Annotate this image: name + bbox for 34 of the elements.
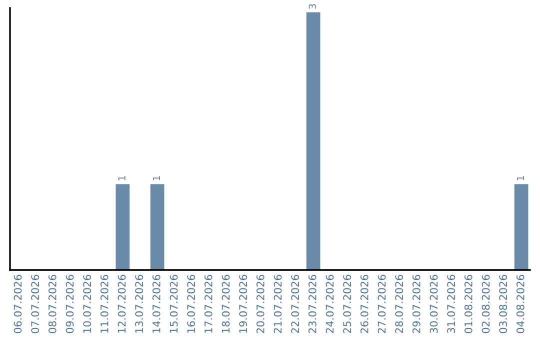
x-tick-label: 12.07.2026 xyxy=(118,274,126,333)
x-tick-label: 14.07.2026 xyxy=(152,274,160,333)
x-tick-label: 10.07.2026 xyxy=(83,274,92,333)
x-tick-label: 30.07.2026 xyxy=(430,274,438,334)
x-tick-label: 15.07.2026 xyxy=(170,274,178,333)
x-tick-label: 25.07.2026 xyxy=(343,274,352,334)
x-tick-label: 28.07.2026 xyxy=(395,274,404,334)
data-label: 3 xyxy=(308,4,316,9)
x-tick-label: 09.07.2026 xyxy=(66,274,74,334)
x-tick-label: 02.08.2026 xyxy=(482,274,490,334)
x-tick-label: 20.07.2026 xyxy=(256,274,264,334)
x-tick-label: 24.07.2026 xyxy=(326,274,334,334)
x-tick-label: 17.07.2026 xyxy=(204,274,212,333)
x-tick-label: 03.08.2026 xyxy=(499,274,508,334)
x-tick-label: 04.08.2026 xyxy=(516,274,524,334)
data-label: 1 xyxy=(152,176,160,180)
x-tick-label: 29.07.2026 xyxy=(412,274,420,334)
x-tick-label: 19.07.2026 xyxy=(239,274,248,333)
data-label: 1 xyxy=(516,176,524,180)
x-tick-label: 06.07.2026 xyxy=(14,274,22,334)
x-tick-label: 01.08.2026 xyxy=(464,274,472,334)
x-tick-label: 07.07.2026 xyxy=(31,274,40,334)
x-tick-label: 08.07.2026 xyxy=(48,274,56,334)
x-tick-label: 31.07.2026 xyxy=(447,274,456,334)
data-label: 1 xyxy=(118,176,126,180)
x-tick-label: 21.07.2026 xyxy=(274,274,282,334)
x-tick-label: 18.07.2026 xyxy=(222,274,230,333)
x-tick-label: 27.07.2026 xyxy=(378,274,386,334)
x-tick-label: 22.07.2026 xyxy=(291,274,300,334)
x-tick-label: 16.07.2026 xyxy=(187,274,196,333)
x-tick-label: 13.07.2026 xyxy=(135,274,144,333)
x-tick-label: 23.07.2026 xyxy=(308,274,316,334)
x-tick-label: 11.07.2026 xyxy=(100,274,108,333)
x-tick-label: 26.07.2026 xyxy=(360,274,368,334)
